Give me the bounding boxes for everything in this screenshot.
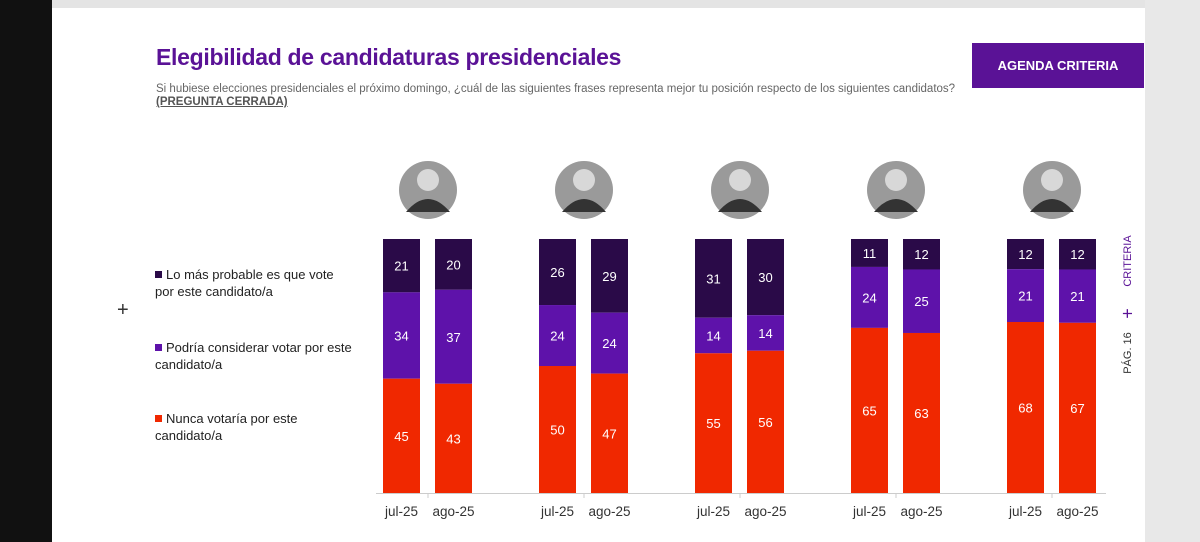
bar-segment	[1059, 239, 1096, 270]
candidate-photo-body	[874, 199, 918, 212]
candidate-photo-body	[1030, 199, 1074, 212]
data-label: 12	[1070, 247, 1084, 262]
data-label: 30	[758, 270, 772, 285]
data-label: 31	[706, 271, 720, 286]
bar-segment	[591, 373, 628, 493]
data-label: 68	[1018, 400, 1032, 415]
bar-segment	[383, 292, 420, 379]
subtitle-text: Si hubiese elecciones presidenciales el …	[156, 83, 956, 95]
legend-item-consider: Podría considerar votar por este candida…	[155, 339, 355, 373]
candidate-photo-head	[417, 169, 439, 191]
data-label: 14	[758, 326, 772, 341]
candidate-photo-body	[718, 199, 762, 212]
legend-label: Lo más probable es que vote por este can…	[155, 267, 334, 299]
legend-item-never: Nunca votaría por este candidato/a	[155, 410, 355, 444]
x-tick-label: jul-25	[384, 504, 418, 519]
x-tick-label: ago-25	[1056, 504, 1098, 519]
candidate-photo-head	[729, 169, 751, 191]
data-label: 55	[706, 416, 720, 431]
data-label: 34	[394, 329, 408, 344]
data-label: 24	[862, 290, 876, 305]
bar-segment	[435, 239, 472, 290]
candidate-photo-head	[1041, 169, 1063, 191]
bar-segment	[695, 239, 732, 318]
bar-segment	[851, 327, 888, 493]
data-label: 20	[446, 257, 460, 272]
x-tick-label: ago-25	[900, 504, 942, 519]
candidate-photo-head	[573, 169, 595, 191]
legend-item-likely: Lo más probable es que vote por este can…	[155, 266, 355, 300]
x-tick-label: jul-25	[852, 504, 886, 519]
data-label: 24	[550, 329, 564, 344]
subtitle-tag: (PREGUNTA CERRADA)	[156, 96, 288, 108]
x-tick-label: ago-25	[744, 504, 786, 519]
bar-segment	[539, 366, 576, 493]
bar-segment	[1059, 269, 1096, 323]
data-label: 56	[758, 415, 772, 430]
bar-segment	[1007, 239, 1044, 270]
candidate-photo-head	[885, 169, 907, 191]
x-tick-label: jul-25	[696, 504, 730, 519]
bar-segment	[903, 269, 940, 333]
bar-segment	[1007, 321, 1044, 493]
bar-segment	[1007, 269, 1044, 322]
data-label: 21	[394, 259, 408, 274]
bar-segment	[747, 239, 784, 316]
x-tick-label: ago-25	[588, 504, 630, 519]
data-label: 26	[550, 265, 564, 280]
x-tick-label: jul-25	[540, 504, 574, 519]
data-label: 21	[1018, 289, 1032, 304]
bar-segment	[383, 239, 420, 293]
bar-segment	[435, 289, 472, 384]
bar-segment	[903, 239, 940, 270]
plus-icon: +	[117, 299, 129, 321]
legend-label: Nunca votaría por este candidato/a	[155, 411, 298, 443]
legend-swatch	[155, 271, 162, 278]
data-label: 43	[446, 431, 460, 446]
data-label: 12	[1018, 247, 1032, 262]
data-label: 63	[914, 406, 928, 421]
data-label: 50	[550, 423, 564, 438]
bar-segment	[695, 317, 732, 354]
bar-segment	[851, 239, 888, 267]
data-label: 45	[394, 429, 408, 444]
left-black-strip	[0, 0, 52, 542]
bar-segment	[1059, 322, 1096, 493]
subtitle: Si hubiese elecciones presidenciales el …	[156, 83, 956, 109]
bar-segment	[383, 378, 420, 493]
data-label: 29	[602, 269, 616, 284]
right-gray-strip	[1145, 0, 1200, 542]
data-label: 47	[602, 426, 616, 441]
legend-swatch	[155, 415, 162, 422]
bar-segment	[591, 239, 628, 313]
bar-segment	[539, 239, 576, 306]
x-tick-label: ago-25	[432, 504, 474, 519]
bar-segment	[747, 350, 784, 493]
data-label: 37	[446, 330, 460, 345]
data-label: 11	[863, 246, 877, 261]
data-label: 65	[862, 403, 876, 418]
legend-swatch	[155, 344, 162, 351]
bar-segment	[591, 312, 628, 374]
bar-segment	[747, 315, 784, 351]
data-label: 24	[602, 336, 616, 351]
data-label: 25	[914, 294, 928, 309]
top-bar	[52, 0, 1145, 8]
bar-segment	[695, 353, 732, 493]
bar-segment	[851, 266, 888, 328]
legend-label: Podría considerar votar por este candida…	[155, 340, 352, 372]
page-title: Elegibilidad de candidaturas presidencia…	[156, 44, 622, 70]
data-label: 67	[1070, 401, 1084, 416]
data-label: 12	[914, 247, 928, 262]
data-label: 21	[1070, 289, 1084, 304]
candidate-photo-body	[562, 199, 606, 212]
agenda-criteria-button[interactable]: AGENDA CRITERIA	[972, 43, 1144, 88]
bar-segment	[539, 305, 576, 366]
candidate-photo-body	[406, 199, 450, 212]
x-tick-label: jul-25	[1008, 504, 1042, 519]
bar-segment	[435, 383, 472, 493]
data-label: 14	[706, 329, 720, 344]
bar-segment	[903, 332, 940, 493]
